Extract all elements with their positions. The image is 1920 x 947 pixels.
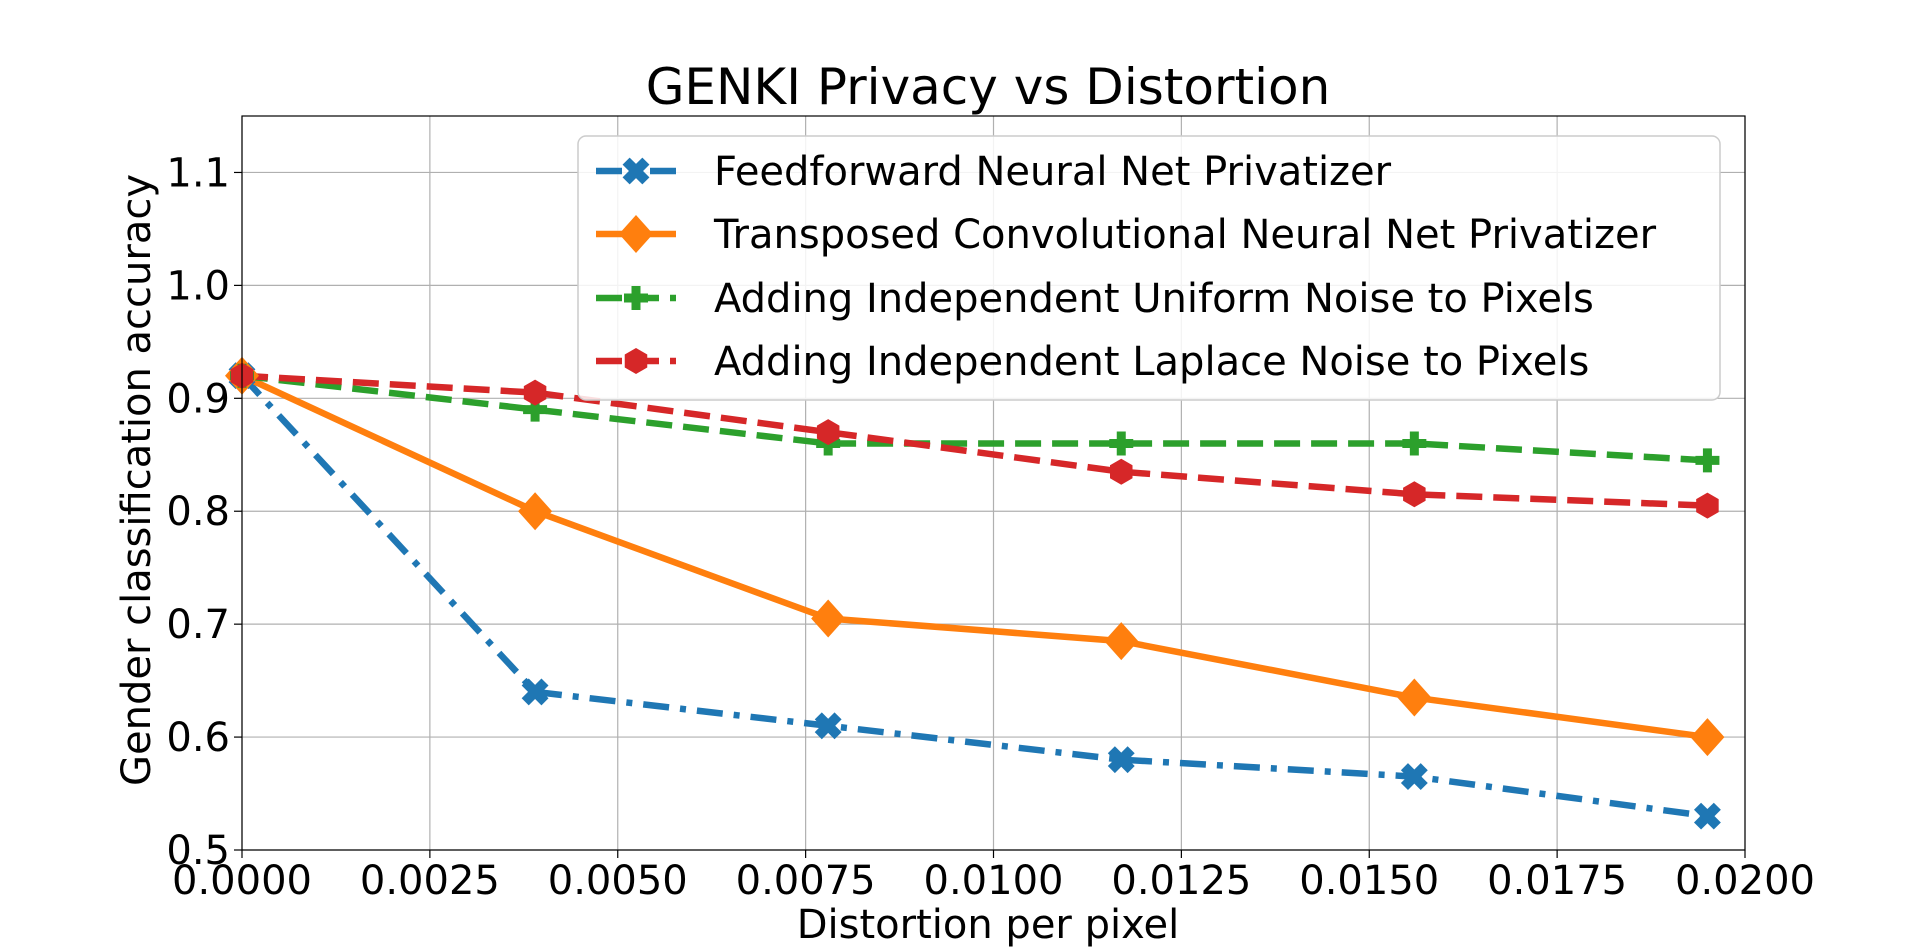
hexagon-marker	[624, 348, 648, 374]
x-axis-label: Distortion per pixel	[797, 902, 1180, 947]
x-marker-shape	[1400, 763, 1428, 791]
hexagon-marker	[816, 419, 840, 446]
chart-title: GENKI Privacy vs Distortion	[646, 58, 1331, 116]
y-tick-label: 0.8	[166, 489, 230, 535]
x-tick-label: 0.0050	[548, 858, 688, 904]
x-tick-label: 0.0175	[1487, 858, 1627, 904]
legend-entry-1: Feedforward Neural Net Privatizer	[596, 149, 1392, 195]
hexagon-marker	[1110, 458, 1133, 485]
x-marker	[1400, 763, 1428, 791]
legend-entries: Feedforward Neural Net Privatizer Transpo…	[596, 149, 1657, 385]
y-tick-label: 0.5	[166, 828, 230, 874]
legend-entry-3: Adding Independent Uniform Noise to Pixe…	[596, 276, 1594, 322]
hexagon-marker	[1403, 481, 1426, 508]
y-tick-label: 1.1	[166, 150, 230, 196]
x-marker-shape	[814, 712, 842, 740]
y-axis-ticks: 0.5 0.6 0.7 0.8 0.9 1.0 1.1	[166, 150, 242, 874]
x-marker	[1693, 802, 1721, 830]
y-tick-label: 0.6	[166, 715, 230, 761]
legend-entry-4: Adding Independent Laplace Noise to Pixe…	[596, 339, 1589, 385]
legend: Feedforward Neural Net Privatizer Transpo…	[577, 135, 1721, 401]
series-line-3	[241, 372, 1708, 464]
diamond-marker	[619, 215, 653, 253]
x-marker-shape	[622, 157, 650, 185]
series-line-2	[240, 372, 1708, 741]
x-tick-label: 0.0200	[1675, 858, 1815, 904]
legend-label: Feedforward Neural Net Privatizer	[714, 149, 1392, 195]
diamond-marker	[1690, 718, 1725, 757]
diamond-marker	[518, 492, 553, 531]
x-tick-label: 0.0075	[736, 858, 876, 904]
x-tick-label: 0.0125	[1111, 858, 1251, 904]
diamond-marker	[811, 599, 846, 638]
diamond-marker	[1104, 622, 1139, 661]
plus-marker	[1402, 431, 1427, 456]
legend-frame	[577, 135, 1721, 401]
x-tick-label: 0.0000	[172, 858, 312, 904]
x-tick-label: 0.0100	[924, 858, 1064, 904]
legend-label: Adding Independent Uniform Noise to Pixe…	[714, 276, 1594, 322]
x-tick-label: 0.0150	[1299, 858, 1439, 904]
plus-marker	[523, 397, 548, 422]
legend-label: Transposed Convolutional Neural Net Priv…	[713, 212, 1657, 258]
x-marker-shape	[1693, 802, 1721, 830]
y-tick-label: 1.0	[166, 263, 230, 309]
y-tick-label: 0.9	[166, 376, 230, 422]
y-tick-label: 0.7	[166, 602, 230, 648]
x-axis-ticks: 0.0000 0.0025 0.0050 0.0075 0.0100 0.0125 0.01…	[172, 850, 1815, 904]
x-marker	[814, 712, 842, 740]
legend-label: Adding Independent Laplace Noise to Pixe…	[714, 339, 1589, 385]
hexagon-marker	[1696, 492, 1719, 519]
series-lines	[239, 372, 1708, 820]
x-marker-shape	[521, 678, 549, 706]
plus-marker	[624, 286, 648, 310]
series-line-4	[241, 372, 1708, 509]
diamond-marker	[1397, 678, 1432, 717]
plus-marker	[1109, 431, 1134, 456]
y-axis-label: Gender classification accuracy	[114, 174, 160, 786]
x-marker	[1107, 746, 1135, 774]
legend-entry-2: Transposed Convolutional Neural Net Priv…	[596, 212, 1657, 258]
x-tick-label: 0.0025	[360, 858, 500, 904]
series-markers-4	[230, 362, 1719, 519]
x-marker-shape	[1107, 746, 1135, 774]
series-markers	[225, 356, 1725, 830]
plus-marker	[1695, 448, 1720, 473]
x-marker	[622, 157, 650, 185]
x-marker	[521, 678, 549, 706]
hexagon-marker	[523, 379, 547, 406]
series-line-1	[239, 373, 1708, 820]
